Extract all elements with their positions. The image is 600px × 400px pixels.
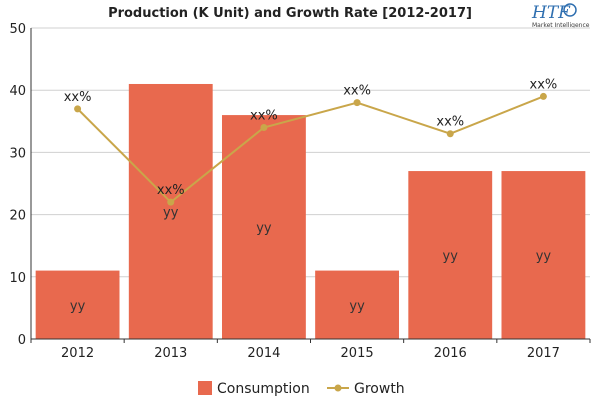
legend-label-consumption: Consumption <box>217 381 310 397</box>
x-tick-label-2012: 2012 <box>61 346 94 361</box>
y-tick-label: 30 <box>9 146 26 161</box>
x-axis: 2012 2013 2014 2015 2016 2017 <box>30 338 591 361</box>
chart-title: Production (K Unit) and Growth Rate [201… <box>108 6 472 21</box>
bar-label-2013: yy <box>163 205 179 220</box>
growth-point-2014 <box>260 124 268 132</box>
y-axis: 0 10 20 30 40 50 <box>9 22 32 348</box>
x-tick-label-2015: 2015 <box>341 346 374 361</box>
growth-line <box>76 95 544 204</box>
legend-swatch-growth-marker <box>334 384 342 392</box>
legend-label-growth: Growth <box>354 381 405 397</box>
bar-2016 <box>408 171 493 339</box>
bar-2012 <box>35 270 120 339</box>
growth-point-2012 <box>74 105 82 113</box>
growth-label-2016: xx% <box>436 115 464 130</box>
logo-subtext: Market Intelligence <box>532 22 590 29</box>
legend: Consumption Growth <box>198 381 405 397</box>
growth-label-2012: xx% <box>64 90 92 105</box>
growth-point-2013 <box>167 198 175 206</box>
growth-point-2015 <box>353 99 361 107</box>
growth-label-2013: xx% <box>157 183 185 198</box>
bar-label-2014: yy <box>256 221 272 236</box>
bar-2015 <box>315 270 400 339</box>
logo: HTF Market Intelligence <box>531 3 590 29</box>
bar-label-2017: yy <box>536 249 552 264</box>
x-tick-label-2014: 2014 <box>247 346 280 361</box>
logo-globe-icon <box>563 3 577 17</box>
y-tick-label: 50 <box>9 22 26 37</box>
growth-point-2017 <box>539 92 547 100</box>
growth-point-2016 <box>446 130 454 138</box>
y-tick-label: 10 <box>9 271 26 286</box>
legend-swatch-consumption <box>198 381 212 395</box>
bar-labels: yy yy yy yy yy yy <box>70 205 552 313</box>
y-tick-label: 40 <box>9 84 26 99</box>
bar-label-2015: yy <box>349 299 365 314</box>
logo-text: HTF <box>531 3 571 23</box>
x-tick-label-2017: 2017 <box>527 346 560 361</box>
bar-2013 <box>128 83 213 339</box>
x-tick-label-2016: 2016 <box>434 346 467 361</box>
y-tick-label: 0 <box>18 333 26 348</box>
growth-label-2017: xx% <box>530 77 558 92</box>
line-series: xx% xx% xx% xx% xx% xx% <box>64 77 558 206</box>
bar-2014 <box>221 115 306 339</box>
y-tick-label: 20 <box>9 209 26 224</box>
x-tick-label-2013: 2013 <box>154 346 187 361</box>
growth-label-2015: xx% <box>343 84 371 99</box>
growth-label-2014: xx% <box>250 109 278 124</box>
bar-label-2012: yy <box>70 299 86 314</box>
bar-2017 <box>501 171 586 339</box>
bar-series <box>35 83 586 339</box>
bar-label-2016: yy <box>443 249 459 264</box>
